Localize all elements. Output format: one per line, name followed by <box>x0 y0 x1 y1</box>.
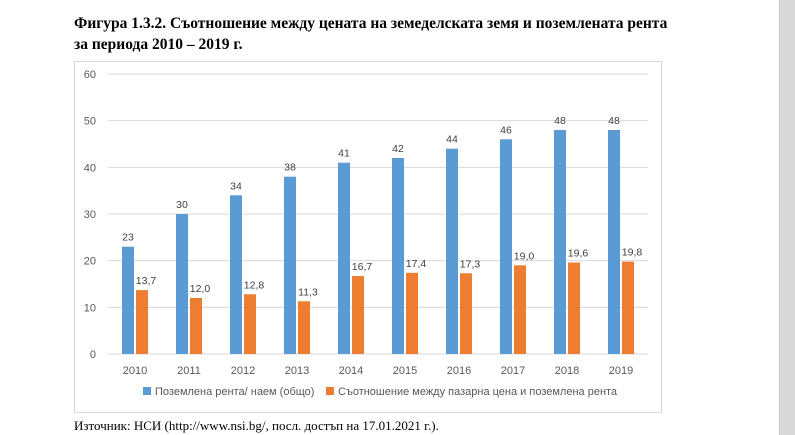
y-tick-label: 0 <box>90 349 96 361</box>
bar-rent <box>608 130 620 354</box>
data-label: 41 <box>338 148 350 160</box>
data-label: 17,3 <box>460 258 481 270</box>
bar-rent <box>446 148 458 354</box>
bar-rent <box>554 130 566 354</box>
y-tick-label: 20 <box>84 256 96 268</box>
x-tick-label: 2011 <box>177 365 201 377</box>
data-label: 12,8 <box>244 279 265 291</box>
data-label: 30 <box>176 199 188 211</box>
figure-title: Фигура 1.3.2. Съотношение между цената н… <box>74 13 714 55</box>
bar-ratio <box>298 301 310 354</box>
bar-rent <box>500 139 512 354</box>
x-tick-label: 2013 <box>285 365 309 377</box>
data-label: 16,7 <box>352 261 373 273</box>
y-tick-label: 10 <box>84 302 96 314</box>
bar-rent <box>338 162 350 354</box>
x-tick-label: 2017 <box>501 365 525 377</box>
data-label: 12,0 <box>190 283 211 295</box>
bar-ratio <box>514 265 526 354</box>
bar-rent <box>230 195 242 354</box>
bar-ratio <box>136 290 148 354</box>
bar-rent <box>176 214 188 354</box>
data-label: 19,0 <box>514 250 535 262</box>
x-tick-label: 2014 <box>339 365 363 377</box>
x-tick-label: 2019 <box>609 365 633 377</box>
data-label: 19,8 <box>622 247 643 259</box>
data-label: 44 <box>446 134 458 146</box>
bar-rent <box>122 246 134 354</box>
data-label: 34 <box>230 180 242 192</box>
data-label: 46 <box>500 124 512 136</box>
bar-rent <box>284 176 296 354</box>
page-edge <box>780 0 795 435</box>
data-label: 17,4 <box>406 258 427 270</box>
legend-swatch <box>326 387 334 395</box>
bar-ratio <box>622 261 634 354</box>
bar-ratio <box>352 276 364 354</box>
data-label: 13,7 <box>136 275 157 287</box>
x-tick-label: 2018 <box>555 365 579 377</box>
legend-label: Поземлена рента/ наем (общо) <box>155 386 314 398</box>
data-label: 23 <box>122 232 134 244</box>
data-label: 11,3 <box>298 286 318 298</box>
y-tick-label: 40 <box>84 162 96 174</box>
bar-ratio <box>190 298 202 354</box>
x-tick-label: 2016 <box>447 365 471 377</box>
data-label: 38 <box>284 162 296 174</box>
bar-ratio <box>406 272 418 354</box>
source-note: Източник: НСИ (http://www.nsi.bg/, посл.… <box>74 418 439 433</box>
x-tick-label: 2015 <box>393 365 417 377</box>
y-tick-label: 60 <box>84 69 96 81</box>
data-label: 48 <box>608 115 620 127</box>
figure-title-line-2: за периода 2010 – 2019 г. <box>74 36 243 53</box>
data-label: 42 <box>392 143 404 155</box>
y-tick-label: 30 <box>84 209 96 221</box>
bar-ratio <box>244 294 256 354</box>
x-tick-label: 2012 <box>231 365 255 377</box>
data-label: 19,6 <box>568 248 589 260</box>
legend-label: Съотношение между пазарна цена и поземле… <box>338 386 618 398</box>
x-tick-label: 2010 <box>123 365 147 377</box>
figure-title-line-1: Фигура 1.3.2. Съотношение между цената н… <box>74 15 668 32</box>
bar-ratio <box>568 262 580 354</box>
bar-ratio <box>460 273 472 354</box>
page-edge-line <box>779 0 780 435</box>
bar-rent <box>392 158 404 354</box>
legend-swatch <box>143 387 151 395</box>
y-tick-label: 50 <box>84 116 96 128</box>
data-label: 48 <box>554 115 566 127</box>
